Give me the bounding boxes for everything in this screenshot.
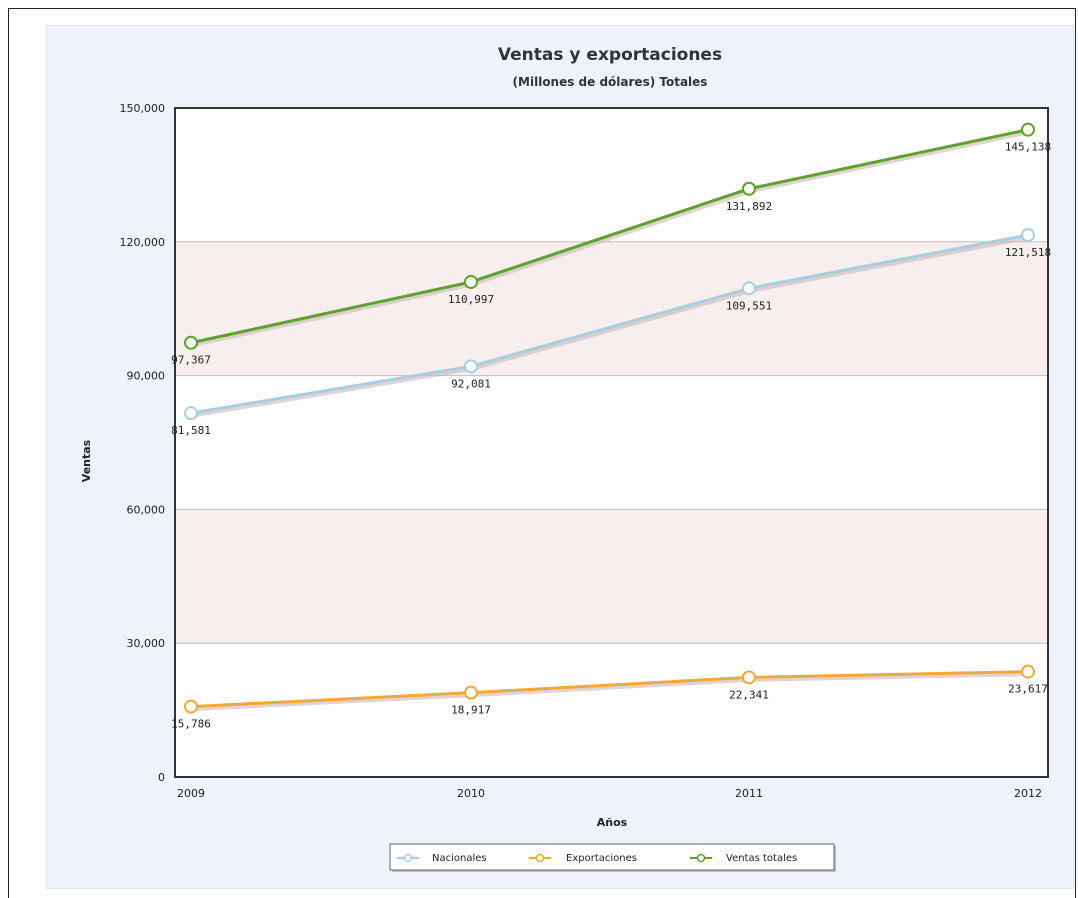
legend-label: Ventas totales <box>726 853 797 864</box>
y-axis-title: Ventas <box>80 439 93 482</box>
y-tick-label: 30,000 <box>127 637 166 650</box>
data-point <box>184 335 198 350</box>
data-point <box>742 181 756 196</box>
data-label: 81,581 <box>171 424 211 437</box>
data-point <box>464 685 478 700</box>
data-label: 131,892 <box>726 200 772 213</box>
data-point <box>742 281 756 296</box>
series-line-shadow <box>191 671 1030 712</box>
x-axis-ticks: 2009 2010 2011 2012 <box>177 787 1042 800</box>
legend-label: Exportaciones <box>566 853 637 864</box>
series-line-shadow <box>191 234 1030 418</box>
plot-band <box>175 643 1048 777</box>
series-line <box>190 128 1029 345</box>
chart-title: Ventas y exportaciones <box>498 45 722 65</box>
data-label: 18,917 <box>451 704 491 717</box>
data-label: 22,341 <box>729 688 769 701</box>
series-line-shadow <box>191 129 1030 348</box>
legend-box <box>389 843 835 871</box>
series-line <box>190 670 1029 709</box>
legend-label: Nacionales <box>432 853 487 864</box>
legend-marker <box>535 853 545 863</box>
x-tick-label: 2010 <box>457 787 485 800</box>
data-point <box>464 359 478 374</box>
data-point <box>742 670 756 685</box>
y-tick-label: 120,000 <box>120 236 166 249</box>
legend[interactable]: Nacionales Exportaciones Ventas totales <box>389 843 836 872</box>
data-point <box>1021 122 1035 137</box>
y-tick-label: 60,000 <box>127 503 166 516</box>
x-tick-label: 2011 <box>735 787 763 800</box>
plot-band <box>175 509 1048 644</box>
data-point <box>184 406 198 421</box>
plot-band <box>175 108 1048 242</box>
plot-band <box>175 241 1048 376</box>
legend-marker <box>403 853 413 863</box>
legend-item-exportaciones[interactable]: Exportaciones <box>529 853 637 864</box>
y-tick-label: 150,000 <box>120 102 166 115</box>
plot-band <box>175 375 1048 510</box>
data-label: 110,997 <box>448 293 494 306</box>
data-label: 121,518 <box>1005 246 1051 259</box>
data-point <box>184 699 198 714</box>
series-line <box>190 233 1029 415</box>
chart-subtitle: (Millones de dólares) Totales <box>513 75 708 89</box>
y-tick-label: 90,000 <box>127 370 166 383</box>
plot-border <box>174 107 1049 778</box>
data-label: 109,551 <box>726 299 772 312</box>
data-label: 15,786 <box>171 718 211 731</box>
plot-bands <box>175 108 1048 777</box>
data-label: 23,617 <box>1008 683 1048 696</box>
data-point <box>464 274 478 289</box>
series-nacionales: 81,581 92,081 109,551 121,518 <box>171 228 1051 437</box>
series-ventas-totales: 97,367 110,997 131,892 145,138 <box>171 122 1051 367</box>
data-label: 145,138 <box>1005 141 1051 154</box>
data-label: 92,081 <box>451 377 491 390</box>
data-point <box>1021 664 1035 679</box>
series-exportaciones: 15,786 18,917 22,341 23,617 <box>171 664 1048 731</box>
legend-marker <box>696 853 706 863</box>
x-tick-label: 2012 <box>1014 787 1042 800</box>
y-axis-ticks: 0 30,000 60,000 90,000 120,000 150,000 <box>120 102 166 784</box>
legend-item-ventas-totales[interactable]: Ventas totales <box>690 853 797 864</box>
x-tick-label: 2009 <box>177 787 205 800</box>
data-label: 97,367 <box>171 354 211 367</box>
x-axis-title: Años <box>597 816 628 829</box>
series-group: 81,581 92,081 109,551 121,518 15,786 18,917 22… <box>171 122 1051 731</box>
y-tick-label: 0 <box>158 771 165 784</box>
data-point <box>1021 228 1035 243</box>
gridlines <box>175 241 1048 644</box>
legend-item-nacionales[interactable]: Nacionales <box>397 853 487 864</box>
